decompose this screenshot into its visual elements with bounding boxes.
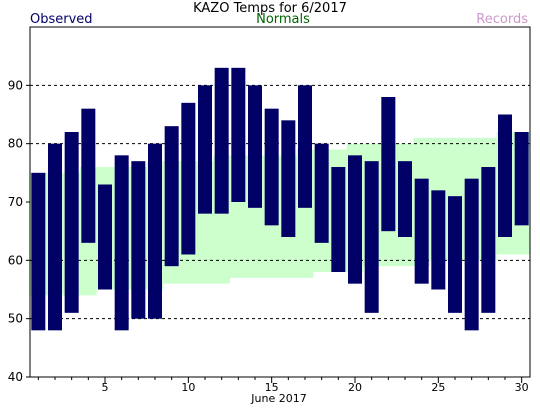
observed-bar-day-21: [364, 161, 379, 313]
legend-records: Records: [476, 12, 528, 27]
plot-area: 40 50 60 70 80 90 5 10 15 20 25 30: [8, 26, 531, 394]
observed-bar-day-19: [331, 167, 346, 272]
y-tick-label-40: 40: [8, 370, 23, 384]
observed-bar-day-13: [231, 67, 246, 202]
observed-bar-day-26: [448, 196, 462, 313]
y-tick-label-70: 70: [8, 195, 23, 209]
y-tick-label-50: 50: [8, 312, 23, 326]
observed-bar-day-23: [398, 161, 412, 237]
chart-title: KAZO Temps for 6/2017: [193, 1, 347, 16]
observed-bar-day-9: [164, 126, 179, 267]
observed-bar-day-18: [314, 143, 329, 243]
observed-bar-day-24: [414, 178, 429, 284]
x-tick-label-25: 25: [431, 381, 445, 394]
observed-bar-day-22: [381, 97, 396, 232]
observed-bar-day-28: [481, 167, 496, 313]
observed-bar-day-14: [248, 85, 262, 208]
y-tick-label-60: 60: [8, 253, 23, 267]
observed-bar-day-29: [498, 114, 512, 237]
observed-bar-day-4: [81, 108, 96, 243]
legend-observed: Observed: [30, 12, 93, 27]
x-tick-label-15: 15: [265, 381, 279, 394]
observed-bar-day-10: [181, 102, 196, 255]
observed-bar-day-3: [64, 132, 79, 313]
observed-bar-day-16: [281, 120, 296, 237]
observed-bar-day-7: [131, 161, 146, 319]
observed-bar-day-15: [264, 108, 279, 226]
y-tick-label-80: 80: [8, 137, 23, 151]
observed-bar-day-8: [148, 143, 162, 319]
observed-bar-day-5: [98, 184, 112, 290]
legend-normals: Normals: [256, 12, 310, 27]
observed-bar-day-20: [348, 155, 362, 284]
x-tick-label-20: 20: [348, 381, 362, 394]
observed-bar-day-17: [298, 85, 312, 208]
observed-bar-day-30: [514, 132, 529, 226]
observed-bar-day-25: [431, 190, 446, 290]
x-tick-label-10: 10: [181, 381, 195, 394]
x-tick-label-30: 30: [515, 381, 529, 394]
observed-bar-day-2: [48, 143, 62, 331]
observed-bar-day-27: [464, 178, 479, 331]
x-axis-label: June 2017: [250, 392, 306, 405]
observed-bar-day-6: [114, 155, 129, 331]
y-tick-label-90: 90: [8, 78, 23, 92]
observed-bar-day-11: [198, 85, 212, 214]
observed-bar-day-12: [214, 67, 229, 214]
x-tick-label-5: 5: [102, 381, 109, 394]
observed-bar-day-1: [31, 172, 46, 331]
